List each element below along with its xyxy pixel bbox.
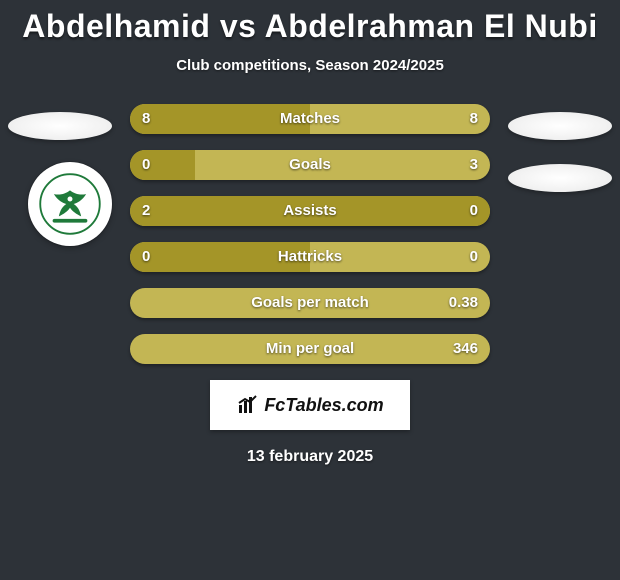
brand-badge: FcTables.com <box>210 380 410 430</box>
page-title: Abdelhamid vs Abdelrahman El Nubi <box>0 0 620 45</box>
eagle-crest-icon <box>39 173 101 235</box>
stat-row: 346Min per goal <box>130 334 490 364</box>
date-label: 13 february 2025 <box>0 448 620 466</box>
stat-left-fill <box>130 150 195 180</box>
brand-text: FcTables.com <box>264 395 383 416</box>
stat-row: 00Hattricks <box>130 242 490 272</box>
player-right-placeholder-2 <box>508 164 612 192</box>
stat-bars: 88Matches 03Goals 20Assists 00Hattricks 0.38… <box>130 104 490 364</box>
stat-row: 0.38Goals per match <box>130 288 490 318</box>
stat-left-fill <box>130 104 310 134</box>
club-crest <box>28 162 112 246</box>
player-left-placeholder <box>8 112 112 140</box>
player-right-placeholder-1 <box>508 112 612 140</box>
comparison-stage: 88Matches 03Goals 20Assists 00Hattricks 0.38… <box>0 104 620 466</box>
stat-row: 03Goals <box>130 150 490 180</box>
stat-left-fill <box>130 242 310 272</box>
stat-row: 88Matches <box>130 104 490 134</box>
chart-icon <box>236 393 260 417</box>
stat-row: 20Assists <box>130 196 490 226</box>
stat-left-fill <box>130 196 490 226</box>
subtitle: Club competitions, Season 2024/2025 <box>0 57 620 74</box>
